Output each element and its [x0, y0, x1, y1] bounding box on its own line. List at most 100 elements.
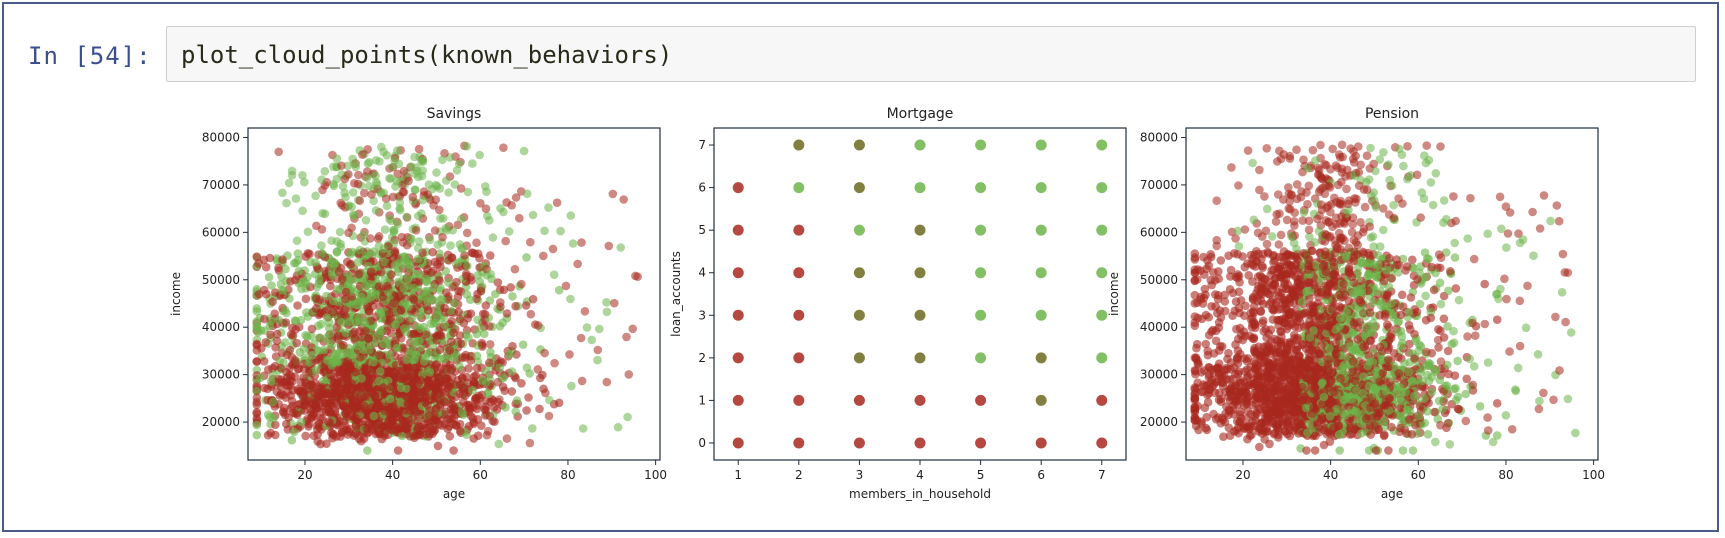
data-point [388, 162, 397, 172]
data-point [454, 307, 464, 317]
data-point [336, 395, 346, 404]
code-input[interactable]: plot_cloud_points(known_behaviors) [166, 26, 1696, 82]
data-point [426, 268, 436, 278]
data-point [289, 427, 299, 437]
data-point [361, 216, 371, 225]
data-point [299, 373, 308, 382]
data-point [423, 286, 432, 296]
data-point [334, 357, 343, 367]
data-point [369, 247, 379, 256]
data-point [1277, 351, 1286, 360]
data-point [285, 345, 295, 355]
data-point [415, 270, 425, 280]
data-point [485, 251, 495, 260]
data-point [436, 294, 446, 304]
data-point [482, 378, 491, 387]
data-point [343, 257, 352, 267]
data-point [390, 260, 400, 270]
data-point [1438, 404, 1447, 414]
data-point [439, 388, 448, 398]
data-point [351, 367, 360, 377]
data-point [1226, 272, 1235, 281]
data-point [334, 365, 344, 375]
data-point [348, 329, 358, 338]
data-point [1216, 256, 1226, 265]
data-point [282, 419, 291, 429]
data-point [512, 350, 521, 359]
data-point [975, 267, 987, 279]
data-point [385, 394, 395, 404]
data-point [327, 236, 336, 245]
data-point [446, 306, 456, 316]
chart-title: Savings [427, 106, 482, 122]
data-point [508, 341, 517, 351]
data-point [350, 211, 359, 220]
data-point [447, 337, 456, 347]
x-axis-label: members_in_household [849, 487, 991, 501]
data-point [455, 426, 465, 436]
data-point [462, 228, 472, 238]
data-point [353, 257, 363, 267]
data-point [338, 274, 347, 284]
data-point [385, 174, 394, 183]
data-point [264, 272, 274, 282]
data-point [339, 340, 348, 350]
plot-frame [713, 127, 1127, 461]
data-point [338, 182, 348, 191]
data-point [390, 246, 400, 256]
data-point [436, 214, 445, 223]
data-point [421, 330, 431, 339]
data-point [351, 413, 360, 423]
code-text[interactable]: plot_cloud_points(known_behaviors) [181, 41, 673, 69]
data-point [382, 326, 392, 336]
data-point [443, 278, 453, 287]
data-point [257, 344, 266, 353]
y-tick-label: 3 [698, 308, 706, 322]
data-point [853, 224, 865, 236]
data-point [361, 251, 371, 260]
data-point [442, 288, 451, 297]
data-point [505, 350, 514, 360]
data-point [357, 374, 366, 383]
data-point [473, 315, 482, 325]
data-point [435, 184, 445, 193]
data-point [433, 240, 443, 249]
data-point [526, 309, 536, 319]
data-point [1424, 376, 1434, 386]
data-point [1396, 403, 1405, 413]
data-point [1096, 182, 1108, 194]
data-point [378, 383, 388, 392]
data-point [554, 398, 564, 408]
data-point [1439, 314, 1449, 324]
data-point [1492, 431, 1502, 440]
data-point [1450, 253, 1460, 262]
data-point [853, 182, 865, 194]
data-point [353, 360, 363, 370]
data-point [602, 298, 611, 307]
data-point [1200, 403, 1210, 413]
data-point [914, 394, 926, 406]
data-point [385, 214, 394, 224]
data-point [1345, 423, 1355, 433]
data-point [914, 267, 926, 279]
data-point [512, 396, 522, 405]
data-point [373, 234, 383, 243]
data-point [975, 437, 987, 449]
data-point [350, 179, 359, 188]
data-point [1035, 309, 1047, 321]
data-point [371, 386, 381, 395]
chart-title: Mortgage [887, 106, 954, 122]
data-point [472, 351, 482, 361]
data-point [521, 301, 531, 310]
data-point [405, 259, 415, 269]
data-point [623, 412, 632, 422]
data-point [561, 281, 571, 291]
data-point [368, 425, 377, 435]
data-point [324, 406, 334, 416]
data-point [362, 173, 372, 183]
data-point [415, 336, 424, 346]
data-point [351, 420, 361, 430]
data-point [392, 372, 402, 382]
data-point [320, 167, 330, 176]
data-point [1035, 224, 1047, 236]
